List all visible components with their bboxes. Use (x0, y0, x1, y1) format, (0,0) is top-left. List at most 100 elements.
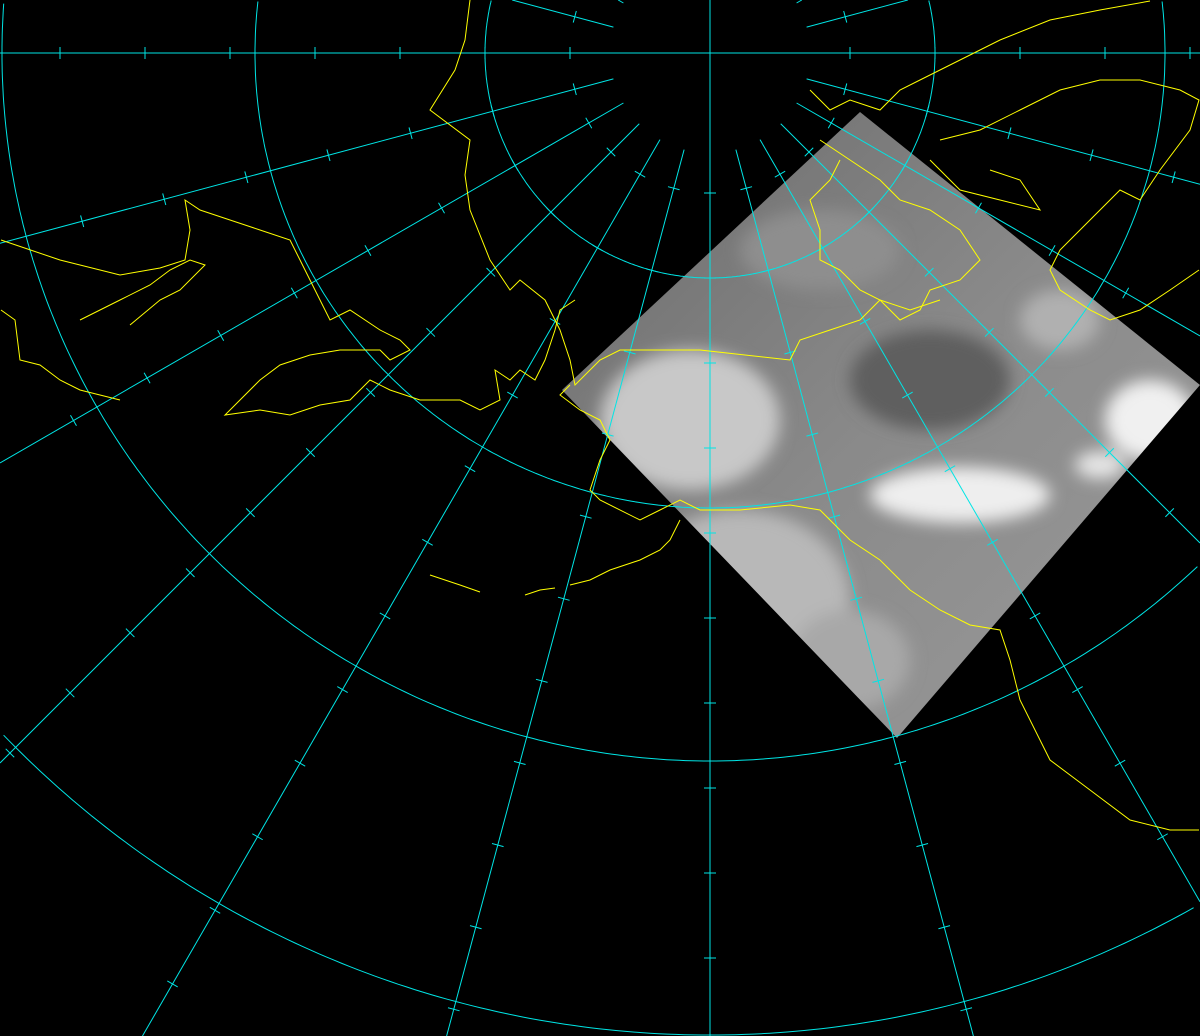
meridian-line (512, 0, 614, 28)
graticule-tick (1089, 149, 1094, 162)
graticule-tick (872, 678, 885, 683)
graticule-tick (1072, 686, 1083, 693)
graticule-tick (252, 833, 263, 841)
graticule-tick (944, 465, 956, 473)
graticule-tick (828, 514, 841, 519)
graticule-tick (1122, 287, 1130, 299)
graticule-tick (938, 925, 951, 930)
coastline-hudson (929, 159, 1042, 211)
graticule-tick (546, 207, 556, 217)
graticule-tick (337, 686, 348, 693)
meridian-line (806, 78, 1200, 185)
graticule-tick (490, 105, 495, 118)
coastline-siberia-east (0, 198, 576, 416)
graticule-tick (125, 628, 135, 638)
graticule-tick (70, 415, 77, 426)
graticule-tick (585, 117, 593, 129)
graticule-tick (859, 318, 871, 325)
meridian-line (142, 139, 661, 1036)
graticule-tick (557, 596, 570, 601)
graticule-tick (843, 10, 848, 23)
graticule-tick (1114, 759, 1126, 767)
graticule-tick (916, 843, 929, 848)
meridian-line (735, 149, 974, 1036)
meridian-line (446, 149, 685, 1036)
graticule-tick (740, 186, 753, 191)
graticule-tick (924, 267, 934, 277)
graticule-tick (850, 596, 863, 601)
graticule-tick (827, 117, 835, 129)
graticule-tick (245, 508, 255, 518)
graticule-tick (1007, 127, 1012, 140)
graticule-tick (1048, 245, 1056, 256)
meridian-line (806, 0, 908, 28)
graticule-tick (894, 760, 907, 765)
graticule-tick (623, 350, 636, 355)
coastline-alaska-north (429, 0, 941, 387)
parallel-circle (1, 3, 1198, 762)
graticule-tick (1044, 387, 1055, 398)
graticule-tick (864, 207, 874, 217)
graticule-tick (774, 170, 786, 178)
graticule-tick (80, 215, 85, 228)
graticule-tick (422, 538, 433, 546)
coastlines (0, 0, 1200, 831)
meridian-line (780, 123, 1200, 544)
meridian-line (796, 102, 1200, 337)
graticule-tick (447, 1007, 460, 1012)
graticule-tick (290, 287, 298, 299)
coastline-canadian-archipelago (809, 139, 981, 321)
graticule-tick (1165, 508, 1175, 518)
graticule-tick (464, 465, 476, 473)
parallel-circle (3, 734, 1194, 1036)
graticule-tick (167, 980, 178, 988)
graticule-tick (185, 568, 195, 578)
graticule-tick (244, 171, 249, 184)
graticule-tick (1157, 833, 1168, 841)
graticule-tick (408, 127, 413, 140)
graticule-tick (365, 387, 376, 398)
graticule-tick (513, 760, 526, 765)
graticule-tick (572, 83, 577, 96)
coastline-islands-south (429, 574, 481, 593)
graticule-tick (294, 759, 306, 767)
graticule-tick (209, 906, 221, 914)
graticule-tick (143, 372, 151, 384)
meridian-line (0, 78, 614, 244)
graticule-tick (1171, 171, 1176, 184)
graticule-tick (572, 10, 577, 23)
meridian-line (617, 0, 624, 4)
graticule-tick (507, 391, 518, 399)
graticule-tick (217, 330, 225, 341)
meridian-line (0, 123, 640, 764)
graticule-tick (1029, 612, 1041, 620)
graticule-tick (469, 925, 482, 930)
graticule-tick (804, 147, 814, 157)
graticule-tick (364, 245, 372, 256)
graticule-tick (984, 327, 994, 337)
graticule-tick (5, 748, 15, 758)
graticule-tick (987, 538, 998, 546)
graticule-tick (438, 202, 445, 214)
graticule-tick (843, 83, 848, 96)
graticule-tick (379, 612, 391, 620)
graticule-tick (762, 268, 775, 273)
graticule-tick (975, 202, 982, 214)
graticule-tick (901, 160, 909, 171)
graticule-tick (925, 105, 930, 118)
graticule-tick (606, 147, 616, 157)
graticule-tick (326, 149, 331, 162)
graticule-tick (426, 327, 436, 337)
graticule-tick (491, 843, 504, 848)
graticule-tick (902, 391, 913, 399)
graticule-tick (645, 268, 658, 273)
graticule-tick (667, 186, 680, 191)
coastline-kamchatka (0, 309, 121, 401)
graticule-tick (1104, 447, 1115, 458)
graticule-tick (634, 170, 646, 178)
graticule-tick (486, 267, 496, 277)
graticule-tick (592, 244, 603, 252)
